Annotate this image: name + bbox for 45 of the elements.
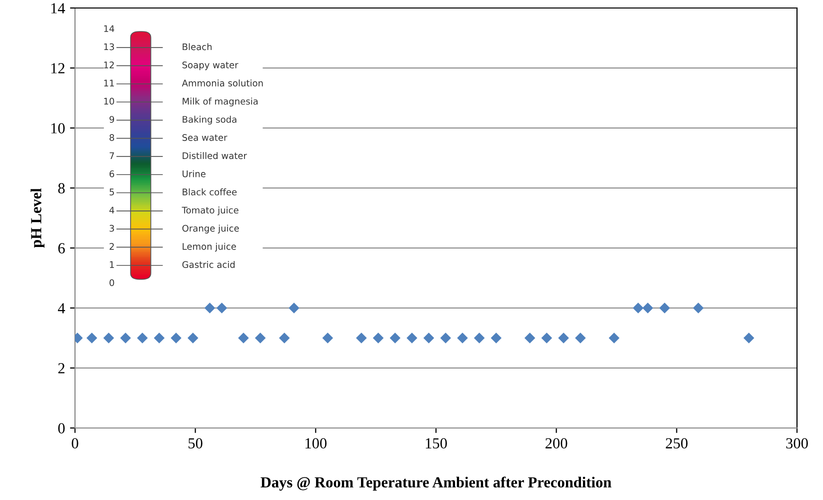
annotation: Distilled water xyxy=(182,152,247,160)
annotation: Baking soda xyxy=(182,116,236,125)
annotation: 6 xyxy=(110,170,114,178)
annotation: 5 xyxy=(110,188,114,196)
annotation: 7 xyxy=(110,152,114,159)
annotation: 9 xyxy=(110,116,114,123)
annotation: 2 xyxy=(110,243,114,250)
y-tick-label: 14 xyxy=(51,3,66,14)
annotation: Milk of magnesia xyxy=(182,98,258,106)
y-tick-label: 10 xyxy=(51,123,65,134)
x-tick-label: 200 xyxy=(546,438,568,448)
x-tick-label: 50 xyxy=(188,438,202,448)
annotation: Urine xyxy=(182,170,206,178)
x-tick-label: 300 xyxy=(786,438,808,448)
y-tick-label: 2 xyxy=(58,363,64,374)
annotation: 1 xyxy=(110,261,114,268)
x-axis-title: Days @ Room Teperature Ambient after Precondition xyxy=(260,476,612,491)
annotation: 8 xyxy=(110,134,114,141)
annotation: Bleach xyxy=(182,43,212,50)
annotation: 0 xyxy=(110,279,114,286)
y-tick-label: 0 xyxy=(58,423,65,434)
y-tick-label: 8 xyxy=(58,183,65,194)
annotation: Lemon juice xyxy=(182,242,236,252)
annotation: 3 xyxy=(110,224,114,232)
x-tick-label: 100 xyxy=(306,438,327,448)
annotation: Orange juice xyxy=(182,224,239,234)
x-tick-label: 0 xyxy=(72,438,78,448)
annotation: Ammonia solution xyxy=(182,80,263,86)
y-axis-title: pH Level xyxy=(30,188,44,248)
annotation: Tomato juice xyxy=(182,206,238,216)
annotation: 10 xyxy=(104,98,114,105)
annotation: Black coffee xyxy=(182,188,237,196)
x-tick-label: 250 xyxy=(666,438,688,448)
y-tick-label: 4 xyxy=(58,303,66,314)
annotation: 13 xyxy=(104,43,114,50)
x-tick-label: 150 xyxy=(426,438,447,448)
annotation: 12 xyxy=(104,62,114,68)
y-tick-label: 6 xyxy=(58,243,65,254)
annotation: Soapy water xyxy=(182,62,238,70)
annotation: 4 xyxy=(109,206,114,214)
annotation: Gastric acid xyxy=(182,261,235,268)
y-tick-label: 12 xyxy=(51,63,64,74)
annotation: Sea water xyxy=(182,134,228,141)
annotation: 14 xyxy=(104,25,114,32)
annotation: 11 xyxy=(104,80,114,86)
